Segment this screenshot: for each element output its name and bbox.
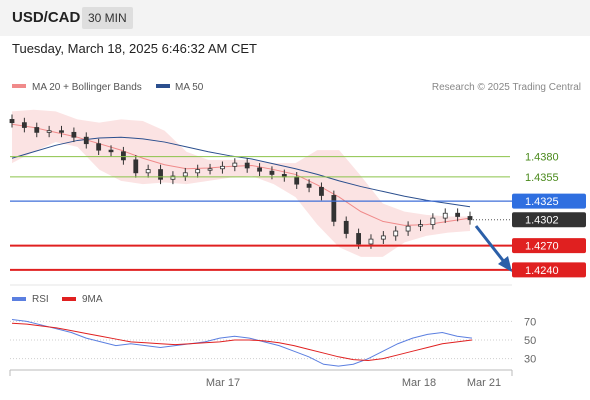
x-axis-label-mar21: Mar 21 <box>467 377 501 389</box>
rsi-tick-label: 30 <box>524 354 536 366</box>
candle-body <box>195 169 201 174</box>
ma50-legend-swatch <box>156 84 170 88</box>
pivot-tag <box>512 193 586 209</box>
rsi-tick-label: 50 <box>524 335 536 347</box>
ma20-legend-label: MA 20 + Bollinger Bands <box>32 82 142 93</box>
rsi-ma-line <box>11 322 473 362</box>
research-credit: Research © 2025 Trading Central <box>432 82 581 93</box>
x-axis-label-mar17: Mar 17 <box>206 377 240 389</box>
candle-body <box>331 195 337 222</box>
bollinger-band-area <box>12 109 470 257</box>
candle-body <box>71 131 77 138</box>
candle-body <box>294 176 300 185</box>
candle-body <box>319 186 324 196</box>
candle-body <box>405 225 411 232</box>
support-tag-1 <box>512 238 586 254</box>
rsi-legend: RSI 9MA <box>12 294 103 305</box>
bollinger-bands <box>12 109 470 257</box>
candle-body <box>207 168 213 171</box>
level-lines: 1.4380 1.4355 1.4325 1.4302 1.4270 1.424… <box>10 152 586 278</box>
rsi-lines <box>11 318 473 367</box>
candle-body <box>418 224 423 227</box>
rsi-legend-swatch <box>12 297 26 301</box>
pivot-label: 1.4325 <box>525 196 559 208</box>
candle-body <box>368 238 374 245</box>
candle-body <box>220 165 225 170</box>
candle-body <box>158 169 163 180</box>
candle-body <box>232 162 238 167</box>
x-axis-label-mar18: Mar 18 <box>402 377 436 389</box>
candle-body <box>145 169 151 174</box>
currency-pair-title: USD/CAD <box>12 9 81 26</box>
candle-body <box>34 127 40 133</box>
candle-body <box>170 175 176 180</box>
candle-body <box>182 172 188 177</box>
support-label-1: 1.4270 <box>525 241 559 253</box>
rsi-line <box>11 318 473 367</box>
ma20-legend-swatch <box>12 84 26 88</box>
candle-body <box>343 220 349 234</box>
candle-body <box>393 230 399 237</box>
current-price-tag <box>512 212 586 228</box>
candle-body <box>430 217 436 225</box>
candle-body <box>380 235 386 240</box>
candle-body <box>356 233 361 245</box>
forecast-arrow <box>474 225 512 272</box>
candle-body <box>133 159 139 174</box>
forecast-arrow-head <box>498 256 512 272</box>
candle-body <box>108 149 114 153</box>
support-label-2: 1.4240 <box>525 265 559 277</box>
support-tag-2 <box>512 262 586 278</box>
current-price-label: 1.4302 <box>525 215 559 227</box>
resistance-label-1: 1.4355 <box>525 172 559 184</box>
candle-body <box>96 143 102 151</box>
header-bar: USD/CAD 30 MIN <box>0 0 590 36</box>
ma50-legend-label: MA 50 <box>175 82 204 93</box>
candlesticks <box>9 114 473 249</box>
candle-body <box>46 130 52 133</box>
rsi-legend-label: RSI <box>32 294 49 305</box>
candle-body <box>257 167 262 172</box>
candle-body <box>9 119 15 124</box>
candle-body <box>442 212 448 219</box>
candle-body <box>269 170 275 175</box>
candle-body <box>455 212 461 217</box>
candle-body <box>83 136 89 145</box>
rsi-ma-legend-label: 9MA <box>82 294 103 305</box>
candle-body <box>59 130 64 133</box>
chart-legend: MA 20 + Bollinger Bands MA 50 Research ©… <box>12 82 581 93</box>
candle-body <box>306 183 312 188</box>
timeframe-badge[interactable]: 30 MIN <box>82 7 133 29</box>
resistance-label-2: 1.4380 <box>525 152 559 164</box>
timestamp: Tuesday, March 18, 2025 6:46:32 AM CET <box>12 41 257 56</box>
candle-body <box>244 162 250 169</box>
forecast-arrow-shaft <box>474 225 507 264</box>
candle-body <box>121 151 126 161</box>
rsi-gridlines <box>10 320 512 360</box>
rsi-tick-label: 70 <box>524 316 536 328</box>
candle-body <box>21 122 27 128</box>
rsi-axis-ticks: 70 50 30 <box>524 316 536 365</box>
rsi-ma-legend-swatch <box>62 297 76 301</box>
